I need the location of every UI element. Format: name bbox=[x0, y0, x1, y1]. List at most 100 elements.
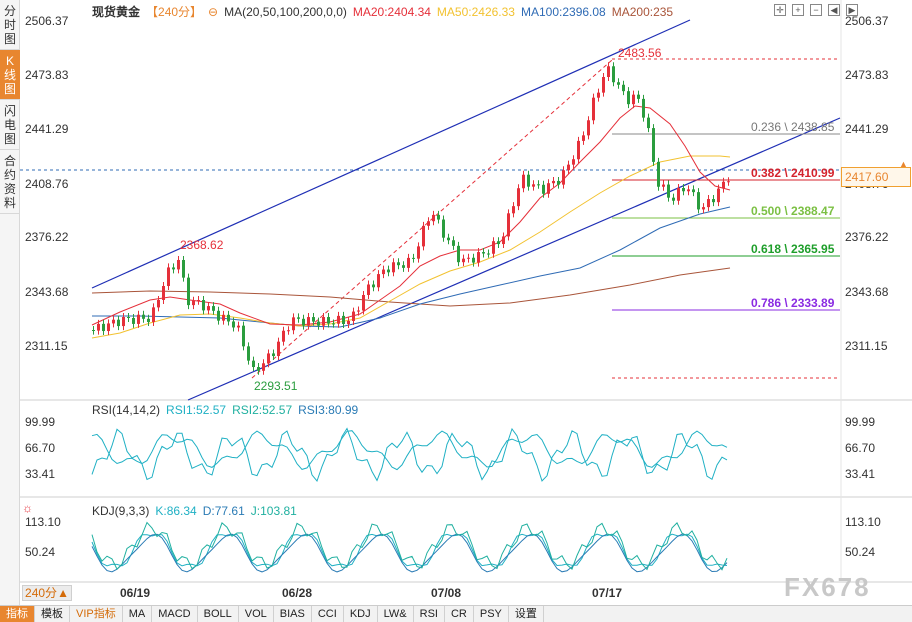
candle-body bbox=[712, 199, 715, 203]
indicator-toolbar: 指标 模板 VIP指标 MA MACD BOLL VOL BIAS CCI KD… bbox=[0, 605, 912, 622]
candle-body bbox=[187, 277, 190, 306]
lw-button[interactable]: LW& bbox=[378, 605, 414, 622]
indicator-button[interactable]: 指标 bbox=[0, 605, 35, 622]
fibonacci-levels[interactable]: 0.236 \ 2438.85 0.382 \ 2410.99 0.500 \ … bbox=[612, 58, 840, 379]
candle-body bbox=[672, 197, 675, 201]
candle-body bbox=[627, 91, 630, 105]
candle-body bbox=[647, 117, 650, 129]
kdj-button[interactable]: KDJ bbox=[344, 605, 378, 622]
ma-button[interactable]: MA bbox=[123, 605, 153, 622]
candle-body bbox=[202, 300, 205, 311]
settings-button[interactable]: 设置 bbox=[509, 605, 544, 622]
cr-button[interactable]: CR bbox=[445, 605, 474, 622]
watermark-logo: FX678 bbox=[784, 572, 871, 602]
kdj-k-value: K:86.34 bbox=[155, 504, 197, 518]
channel-lower-line[interactable] bbox=[187, 117, 841, 401]
candle-body bbox=[467, 257, 470, 259]
ma-params[interactable]: MA(20,50,100,200,0,0) bbox=[224, 4, 347, 19]
candle-body bbox=[687, 189, 690, 192]
zoom-out-icon[interactable]: − bbox=[810, 4, 822, 16]
candle-body bbox=[582, 135, 585, 141]
candle-body bbox=[532, 184, 535, 187]
candle-body bbox=[722, 181, 725, 189]
vip-indicator-button[interactable]: VIP指标 bbox=[70, 605, 123, 622]
annotation-high: 2483.56 bbox=[618, 46, 662, 60]
bias-button[interactable]: BIAS bbox=[274, 605, 312, 622]
candle-body bbox=[147, 318, 150, 323]
candle-body bbox=[272, 353, 275, 357]
candle-body bbox=[442, 219, 445, 238]
candle-body bbox=[217, 310, 220, 321]
period-select[interactable]: 240分▲ bbox=[22, 585, 72, 601]
rsi-axis: 99.99 66.70 33.41 99.99 66.70 33.41 bbox=[25, 415, 875, 481]
candle-body bbox=[247, 346, 250, 361]
candle-body bbox=[97, 323, 100, 331]
price-tick: 2441.29 bbox=[25, 122, 69, 136]
kdj-d-line bbox=[91, 533, 728, 573]
rsi-tick: 99.99 bbox=[845, 415, 875, 429]
macd-button[interactable]: MACD bbox=[152, 605, 198, 622]
psy-button[interactable]: PSY bbox=[474, 605, 509, 622]
candle-body bbox=[702, 207, 705, 210]
candle-body bbox=[572, 159, 575, 165]
candle-body bbox=[422, 225, 425, 247]
candle-body bbox=[232, 321, 235, 328]
candle-body bbox=[212, 306, 215, 311]
candle-body bbox=[352, 311, 355, 322]
candle-body bbox=[277, 341, 280, 357]
kdj-legend: KDJ(9,3,3) K:86.34 D:77.61 J:103.81 bbox=[92, 504, 297, 518]
rsi-button[interactable]: RSI bbox=[414, 605, 445, 622]
candle-body bbox=[122, 316, 125, 327]
candle-body bbox=[157, 299, 160, 308]
sun-icon[interactable]: ☼ bbox=[22, 501, 33, 515]
zoom-in-icon[interactable]: + bbox=[792, 4, 804, 16]
fibo-label-236: 0.236 \ 2438.85 bbox=[751, 120, 835, 134]
kdj-tick: 113.10 bbox=[25, 515, 61, 529]
candle-body bbox=[132, 317, 135, 324]
candle-body bbox=[617, 82, 620, 85]
candle-body bbox=[542, 184, 545, 194]
candle-body bbox=[472, 257, 475, 263]
candle-body bbox=[412, 257, 415, 259]
rsi-line bbox=[91, 427, 728, 483]
channel-upper-line[interactable] bbox=[91, 19, 691, 289]
candle-body bbox=[552, 180, 555, 184]
candle-body bbox=[367, 284, 370, 295]
candle-body bbox=[402, 265, 405, 268]
price-arrow-icon: ▲ bbox=[899, 159, 908, 169]
scroll-left-icon[interactable]: ◀ bbox=[828, 4, 840, 16]
candle-body bbox=[332, 323, 335, 325]
candle-body bbox=[377, 274, 380, 288]
candlesticks[interactable] bbox=[92, 62, 730, 375]
candle-body bbox=[357, 310, 360, 312]
cci-button[interactable]: CCI bbox=[312, 605, 344, 622]
ma100-value: MA100:2396.08 bbox=[520, 4, 606, 19]
kdj-title[interactable]: KDJ(9,3,3) bbox=[92, 504, 150, 518]
rsi-title[interactable]: RSI(14,14,2) bbox=[92, 403, 161, 417]
candle-body bbox=[537, 184, 540, 186]
rsi1-value: RSI1:52.57 bbox=[166, 403, 227, 417]
scroll-right-icon[interactable]: ▶ bbox=[846, 4, 858, 16]
vol-button[interactable]: VOL bbox=[239, 605, 274, 622]
price-tick: 2376.22 bbox=[25, 230, 69, 244]
template-button[interactable]: 模板 bbox=[35, 605, 70, 622]
tab-timeshare[interactable]: 分时图 bbox=[0, 0, 20, 50]
candle-body bbox=[342, 315, 345, 324]
kline-chart[interactable]: 2506.37 2473.83 2441.29 2408.76 2376.22 … bbox=[20, 0, 912, 605]
tab-contract-info[interactable]: 合约资料 bbox=[0, 150, 20, 214]
tab-lightning[interactable]: 闪电图 bbox=[0, 100, 20, 150]
rsi-tick: 66.70 bbox=[845, 441, 875, 455]
candle-body bbox=[207, 306, 210, 311]
ma50-value: MA50:2426.33 bbox=[436, 4, 515, 19]
tab-kline[interactable]: K线图 bbox=[0, 50, 20, 100]
candle-body bbox=[447, 237, 450, 241]
boll-button[interactable]: BOLL bbox=[198, 605, 239, 622]
kdj-k-line bbox=[91, 533, 728, 567]
candle-body bbox=[407, 257, 410, 268]
crosshair-icon[interactable]: ✛ bbox=[774, 4, 786, 16]
price-tick: 2506.37 bbox=[25, 14, 69, 28]
candle-body bbox=[417, 246, 420, 259]
settings-icon[interactable]: ⊖ bbox=[208, 4, 219, 19]
candle-body bbox=[502, 236, 505, 245]
candle-body bbox=[267, 353, 270, 364]
